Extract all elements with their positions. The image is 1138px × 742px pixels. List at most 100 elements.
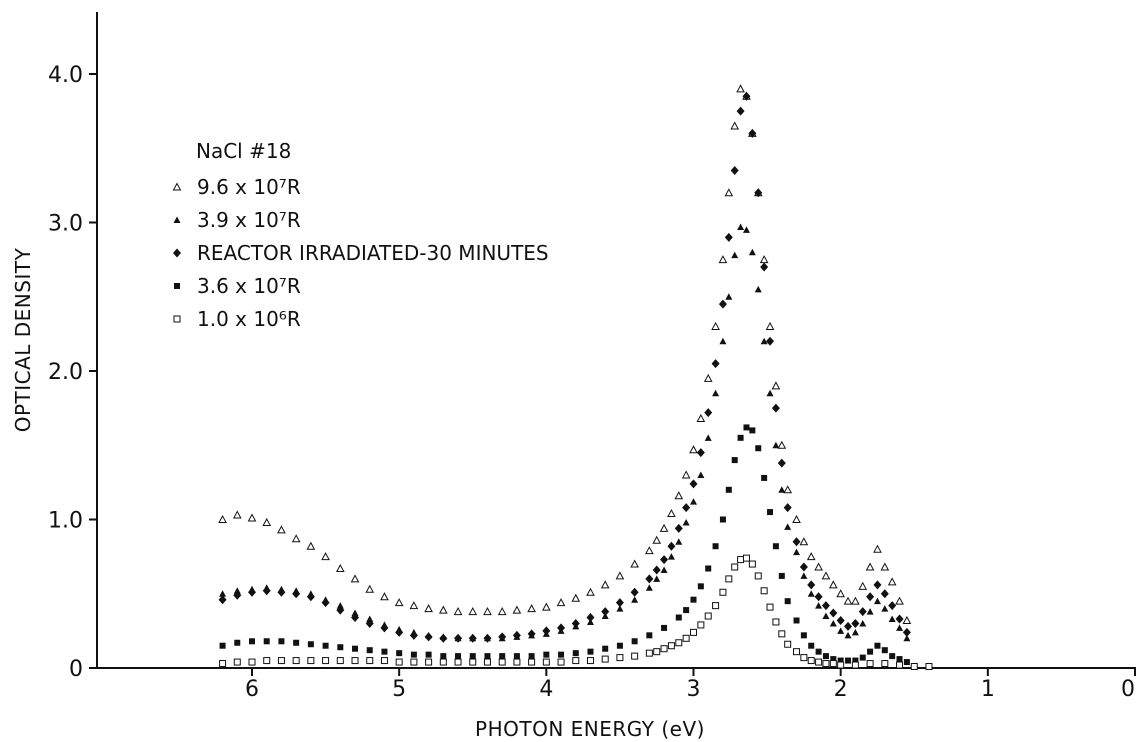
data-point — [784, 523, 792, 530]
data-point — [836, 589, 846, 598]
data-point — [653, 575, 661, 582]
data-point — [336, 657, 344, 665]
data-point — [454, 633, 463, 643]
data-point — [468, 607, 478, 616]
data-point — [410, 658, 418, 666]
data-point — [667, 509, 676, 518]
data-point — [858, 581, 868, 590]
data-point — [380, 623, 389, 633]
data-point — [731, 563, 739, 571]
data-point — [667, 642, 675, 650]
legend-marker — [173, 216, 181, 223]
data-point — [660, 566, 668, 573]
data-point — [807, 580, 816, 590]
data-point — [772, 441, 780, 449]
data-point — [754, 188, 763, 198]
data-point — [896, 661, 904, 669]
data-point — [766, 336, 775, 346]
data-point — [852, 657, 859, 664]
data-point — [542, 658, 550, 666]
data-point — [601, 655, 609, 663]
legend-label: 3.6 x 10⁷R — [197, 274, 301, 298]
data-point — [712, 389, 720, 397]
data-point — [366, 647, 373, 654]
data-point — [512, 605, 522, 614]
data-point — [754, 285, 762, 293]
data-point — [784, 640, 792, 648]
data-point — [742, 91, 751, 101]
data-point — [851, 596, 860, 605]
data-point — [815, 658, 823, 666]
data-point — [697, 583, 704, 590]
data-point — [248, 587, 256, 597]
data-point — [615, 571, 625, 580]
series-2 — [218, 91, 911, 643]
data-point — [248, 658, 256, 666]
data-point — [438, 605, 448, 614]
data-point — [659, 523, 669, 532]
data-point — [660, 555, 669, 565]
data-point — [645, 546, 654, 555]
data-point — [851, 628, 859, 636]
data-point — [498, 658, 506, 666]
data-point — [306, 592, 315, 602]
data-point — [711, 321, 720, 330]
data-point — [336, 602, 344, 609]
data-point — [232, 510, 242, 519]
data-point — [291, 534, 301, 543]
data-point — [777, 458, 786, 468]
data-point — [771, 381, 781, 390]
data-point — [425, 651, 432, 658]
data-point — [616, 642, 623, 649]
data-point — [652, 535, 662, 544]
data-point — [696, 448, 705, 458]
data-point — [696, 413, 706, 423]
data-point — [219, 590, 227, 597]
data-point — [587, 648, 594, 655]
data-point — [616, 605, 624, 612]
y-tick-label: 3.0 — [48, 212, 83, 237]
data-point — [350, 574, 360, 583]
data-point — [718, 255, 728, 264]
data-point — [895, 596, 904, 605]
data-point — [689, 479, 698, 489]
data-point — [718, 299, 727, 309]
data-point — [424, 604, 433, 613]
data-point — [761, 474, 768, 481]
data-point — [896, 624, 904, 631]
data-point — [777, 440, 787, 449]
data-point — [454, 658, 462, 666]
data-point — [730, 166, 739, 176]
data-point — [483, 658, 491, 666]
data-point — [703, 373, 713, 382]
data-point — [218, 514, 227, 523]
data-point — [682, 503, 691, 513]
data-point — [704, 408, 713, 418]
data-point — [903, 659, 910, 666]
data-point — [800, 632, 807, 639]
data-point — [730, 121, 740, 130]
data-point — [815, 648, 822, 655]
data-point — [381, 648, 388, 655]
data-point — [307, 657, 315, 665]
data-point — [352, 645, 359, 652]
data-point — [262, 586, 271, 596]
data-point — [697, 621, 705, 629]
data-point — [859, 654, 866, 661]
data-point — [631, 652, 639, 660]
data-point — [873, 580, 882, 590]
data-point — [719, 516, 726, 523]
data-point — [844, 621, 853, 631]
data-point — [731, 457, 738, 464]
data-point — [674, 523, 683, 533]
x-tick-label: 0 — [1121, 677, 1135, 702]
data-point — [759, 255, 769, 264]
data-point — [822, 660, 830, 668]
data-point — [902, 627, 911, 637]
data-point — [851, 618, 860, 628]
data-point — [571, 593, 581, 602]
data-point — [800, 654, 808, 662]
data-point — [749, 427, 756, 434]
data-point — [675, 614, 682, 621]
data-point — [336, 605, 345, 615]
